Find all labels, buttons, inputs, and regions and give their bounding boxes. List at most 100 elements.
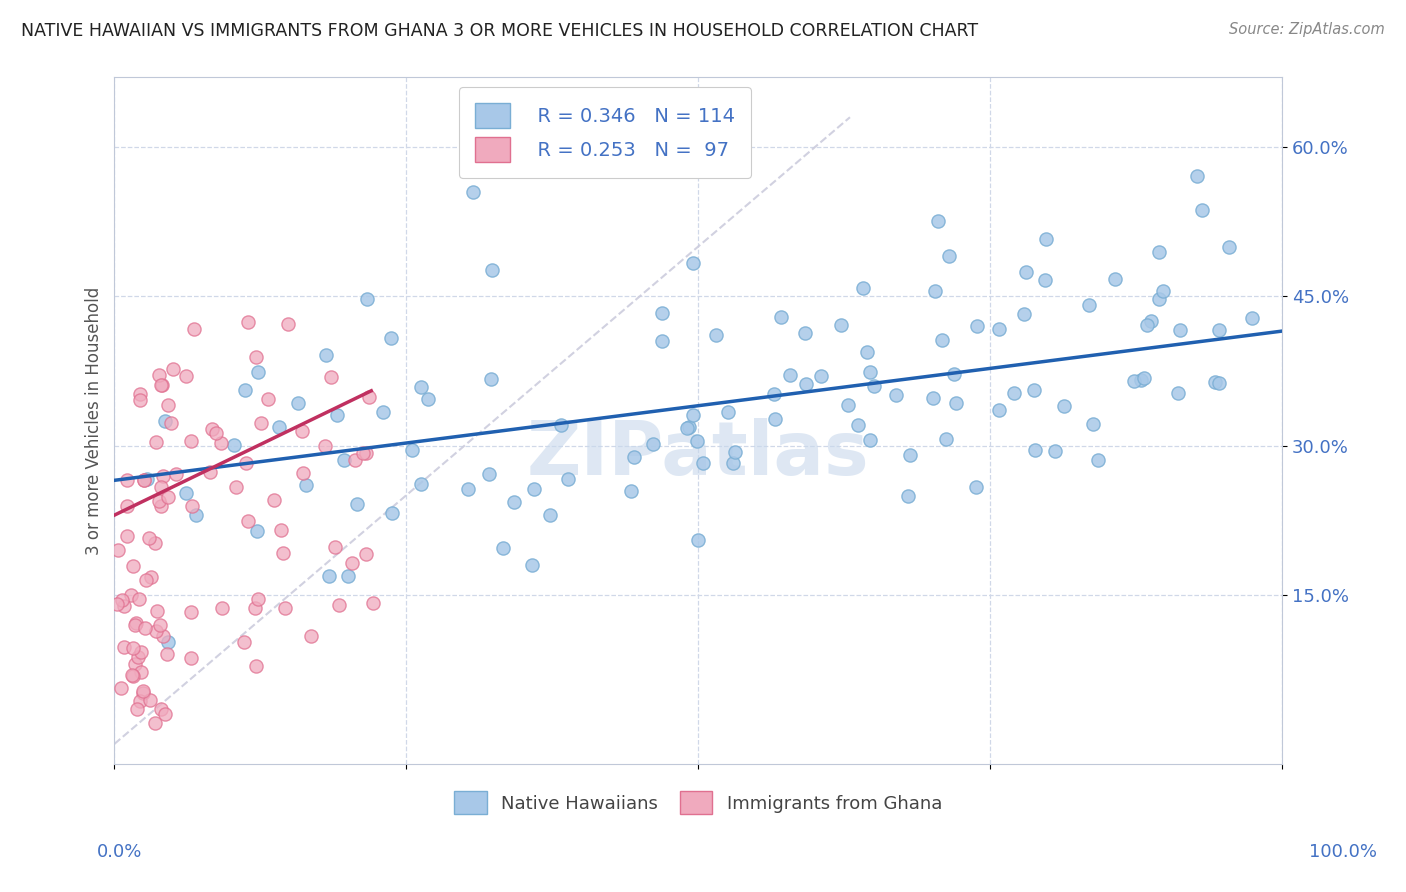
Point xyxy=(1167,386,1189,401)
Point xyxy=(134,473,156,487)
Point xyxy=(1152,284,1174,298)
Point xyxy=(299,629,322,643)
Point xyxy=(162,362,184,376)
Point xyxy=(150,480,173,494)
Point xyxy=(127,650,149,665)
Point xyxy=(862,379,884,393)
Point xyxy=(115,528,138,542)
Point xyxy=(156,634,179,648)
Point xyxy=(1035,272,1057,286)
Point xyxy=(354,547,377,561)
Point xyxy=(988,402,1011,417)
Point xyxy=(314,439,336,453)
Point xyxy=(117,499,139,513)
Point xyxy=(148,494,170,508)
Point xyxy=(477,467,499,482)
Point xyxy=(538,508,561,523)
Point xyxy=(682,256,704,270)
Point xyxy=(156,647,179,661)
Point xyxy=(1136,318,1159,333)
Point xyxy=(201,422,224,436)
Point xyxy=(333,452,356,467)
Point xyxy=(1147,245,1170,260)
Point xyxy=(122,640,145,655)
Point xyxy=(1218,240,1240,254)
Point xyxy=(146,604,169,618)
Point xyxy=(623,450,645,464)
Point xyxy=(233,635,256,649)
Point xyxy=(704,328,727,343)
Point xyxy=(1191,203,1213,218)
Point xyxy=(897,488,920,502)
Point xyxy=(1035,232,1057,246)
Point xyxy=(373,405,395,419)
Point xyxy=(837,398,859,412)
Point xyxy=(409,476,432,491)
Point xyxy=(922,391,945,405)
Point xyxy=(150,702,173,716)
Point xyxy=(523,483,546,497)
Point xyxy=(924,285,946,299)
Point xyxy=(1240,311,1263,326)
Point xyxy=(145,434,167,449)
Point xyxy=(287,396,309,410)
Point xyxy=(935,432,957,446)
Point xyxy=(1147,293,1170,307)
Point xyxy=(246,524,269,539)
Point xyxy=(457,483,479,497)
Point xyxy=(323,540,346,554)
Point xyxy=(180,605,202,619)
Point xyxy=(1168,323,1191,337)
Point xyxy=(346,497,368,511)
Point xyxy=(651,306,673,320)
Point xyxy=(688,533,710,547)
Point xyxy=(830,318,852,332)
Point xyxy=(886,388,908,402)
Point xyxy=(143,536,166,550)
Legend: Native Hawaiians, Immigrants from Ghana: Native Hawaiians, Immigrants from Ghana xyxy=(446,782,950,823)
Point xyxy=(243,601,266,615)
Point xyxy=(328,598,350,612)
Point xyxy=(245,659,267,673)
Point xyxy=(135,573,157,587)
Point xyxy=(149,618,172,632)
Point xyxy=(763,411,786,425)
Point xyxy=(250,417,273,431)
Point xyxy=(651,334,673,348)
Text: Source: ZipAtlas.com: Source: ZipAtlas.com xyxy=(1229,22,1385,37)
Point xyxy=(114,640,136,654)
Point xyxy=(157,398,180,412)
Text: 0.0%: 0.0% xyxy=(97,843,142,861)
Text: ZIPatlas: ZIPatlas xyxy=(527,418,869,491)
Point xyxy=(245,351,267,365)
Point xyxy=(1104,272,1126,286)
Point xyxy=(481,263,503,277)
Point xyxy=(139,693,162,707)
Point xyxy=(988,322,1011,336)
Point xyxy=(152,469,174,483)
Point xyxy=(343,453,366,467)
Point xyxy=(110,681,132,696)
Point xyxy=(724,444,747,458)
Point xyxy=(337,568,360,582)
Point xyxy=(1022,383,1045,397)
Point xyxy=(152,629,174,643)
Point xyxy=(138,531,160,545)
Point xyxy=(127,702,149,716)
Point xyxy=(356,292,378,306)
Point xyxy=(938,249,960,263)
Point xyxy=(263,492,285,507)
Point xyxy=(156,491,179,505)
Point xyxy=(779,368,801,383)
Point xyxy=(927,213,949,227)
Point xyxy=(235,456,257,470)
Point xyxy=(769,310,792,325)
Point xyxy=(1208,376,1230,391)
Point xyxy=(247,365,270,379)
Point xyxy=(1133,371,1156,385)
Point xyxy=(224,438,246,452)
Point xyxy=(1012,307,1035,321)
Point xyxy=(174,368,197,383)
Point xyxy=(557,472,579,486)
Point xyxy=(180,499,202,513)
